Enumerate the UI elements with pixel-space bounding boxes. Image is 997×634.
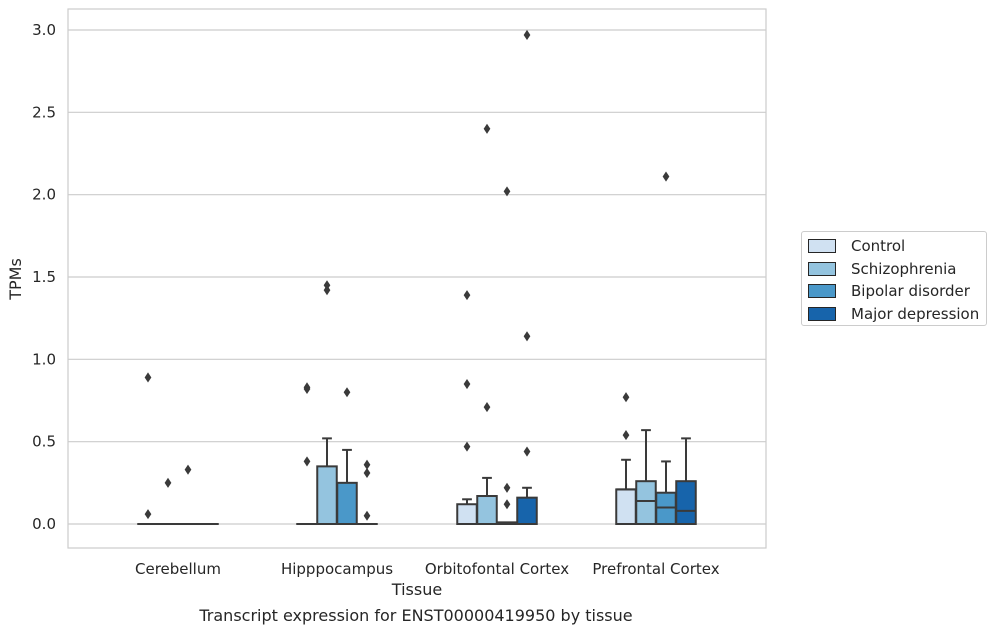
x-tick-labels: Cerebellum Hipppocampus Orbitofontal Corte… [135, 560, 720, 578]
outlier-point [622, 430, 630, 441]
x-tick-label: Orbitofontal Cortex [425, 560, 569, 578]
outlier-point [343, 387, 351, 398]
outlier-point [363, 459, 371, 470]
y-tick-label: 2.0 [32, 186, 56, 204]
box-bipolar-disorder [496, 186, 518, 525]
box-groups [137, 29, 697, 526]
outlier-point [503, 186, 511, 197]
outlier-point [303, 382, 311, 393]
box-bipolar-disorder [177, 464, 199, 526]
outlier-point [164, 477, 172, 488]
box-control [456, 290, 478, 525]
box-body [476, 495, 498, 525]
box-control [137, 372, 159, 526]
box-body [336, 481, 358, 526]
box-major-depression [516, 29, 538, 525]
box-control [296, 382, 318, 526]
outlier-point [184, 464, 192, 475]
legend-swatch-control [808, 239, 836, 254]
outlier-point [144, 509, 152, 520]
outlier-point [323, 280, 331, 291]
y-tick-label: 2.5 [32, 103, 56, 121]
outlier-point [622, 392, 630, 403]
legend-label-bipolar-disorder: Bipolar disorder [851, 282, 970, 301]
outlier-point [363, 467, 371, 478]
outlier-point [662, 171, 670, 182]
box-body [316, 465, 338, 526]
legend-swatch-major-depression [808, 306, 836, 321]
box-control [615, 392, 637, 526]
box-major-depression [675, 437, 697, 526]
y-tick-label: 1.5 [32, 268, 56, 286]
box-schizophrenia [157, 477, 179, 526]
outlier-point [463, 441, 471, 452]
box-body [516, 496, 538, 525]
chart-caption: Transcript expression for ENST0000041995… [199, 606, 633, 625]
outlier-point [463, 290, 471, 301]
outlier-point [463, 378, 471, 390]
legend-item-bipolar-disorder: Bipolar disorder [808, 280, 986, 303]
gridlines [68, 29, 766, 525]
outlier-point [523, 331, 531, 342]
outlier-point [303, 456, 311, 467]
box-body [615, 488, 637, 526]
box-body [635, 480, 657, 526]
outlier-point [363, 510, 371, 521]
legend-label-control: Control [851, 237, 906, 256]
outlier-point [523, 446, 531, 457]
box-body [456, 503, 478, 525]
box-major-depression [356, 459, 378, 526]
outlier-point [503, 482, 511, 493]
legend-item-schizophrenia: Schizophrenia [808, 258, 986, 281]
box-bipolar-disorder [336, 387, 358, 526]
legend: Control Schizophrenia Bipolar disorder M… [801, 231, 987, 326]
box-schizophrenia [635, 429, 657, 526]
y-tick-label: 1.0 [32, 350, 56, 368]
box-schizophrenia [476, 123, 498, 525]
outlier-point [144, 372, 152, 383]
legend-item-major-depression: Major depression [808, 303, 986, 326]
legend-label-schizophrenia: Schizophrenia [851, 259, 957, 278]
x-tick-label: Cerebellum [135, 560, 221, 578]
outlier-point [523, 29, 531, 40]
y-tick-label: 0.0 [32, 515, 56, 533]
box-schizophrenia [316, 280, 338, 526]
legend-swatch-schizophrenia [808, 261, 836, 276]
x-tick-label: Hipppocampus [281, 560, 393, 578]
y-axis-label: TPMs [6, 258, 25, 301]
y-tick-label: 0.5 [32, 433, 56, 451]
plot-frame [67, 8, 767, 549]
legend-label-major-depression: Major depression [851, 304, 980, 323]
x-tick-label: Prefrontal Cortex [592, 560, 719, 578]
y-tick-labels: 0.0 0.5 1.0 1.5 2.0 2.5 3.0 [32, 21, 56, 533]
outlier-point [483, 402, 491, 413]
legend-swatch-bipolar-disorder [808, 284, 836, 299]
x-axis-label: Tissue [391, 580, 442, 599]
box-body [675, 480, 697, 526]
outlier-point [483, 123, 491, 134]
outlier-point [503, 499, 511, 510]
y-tick-label: 3.0 [32, 21, 56, 39]
box-bipolar-disorder [655, 171, 677, 526]
legend-item-control: Control [808, 235, 986, 258]
